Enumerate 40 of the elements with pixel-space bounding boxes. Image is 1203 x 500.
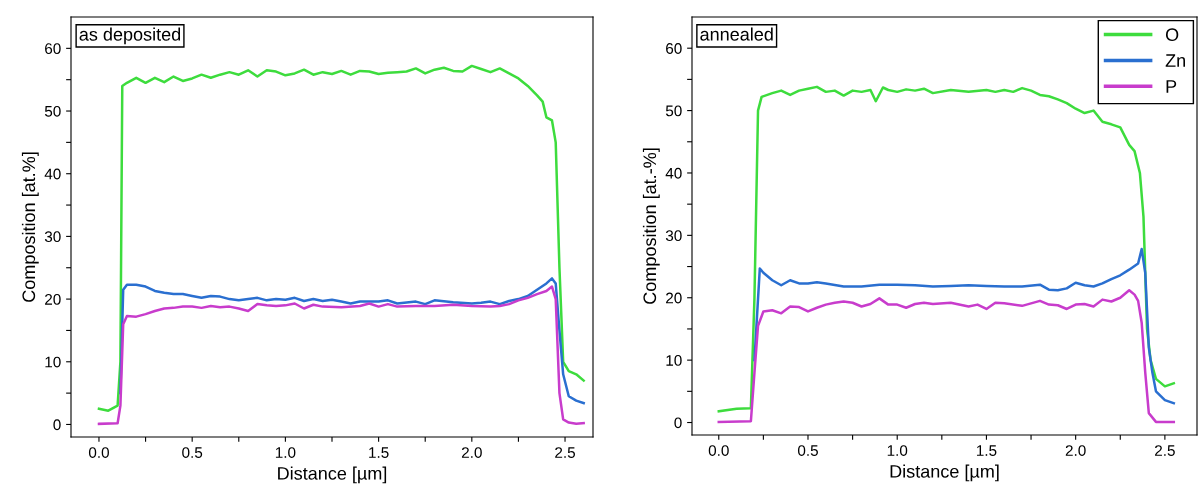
legend-label: P (1166, 80, 1177, 93)
y-tick-label: 0 (53, 419, 61, 431)
line-series (97, 64, 585, 412)
line-series (119, 277, 585, 405)
x-tick-label: 0.5 (797, 445, 818, 456)
x-tick-label: 2.0 (461, 447, 482, 458)
x-axis-title: Distance [µm] (890, 464, 999, 482)
y-tick-label: 30 (44, 231, 61, 243)
y-tick-label: 10 (666, 355, 682, 366)
annotation: annealed (700, 27, 773, 41)
x-tick-label: 1.5 (976, 445, 997, 456)
legend-label: O (1165, 28, 1179, 42)
x-tick-label: 0.5 (182, 447, 203, 458)
y-tick-label: 40 (665, 167, 682, 179)
x-tick-label: 2.5 (1155, 445, 1175, 456)
line-series (717, 289, 1176, 424)
y-tick-label: 30 (665, 230, 682, 242)
x-tick-label: 0.0 (88, 447, 109, 458)
y-tick-label: 40 (44, 168, 61, 180)
y-tick-label: 20 (666, 292, 682, 304)
x-tick-label: 2.0 (1065, 445, 1086, 456)
legend-label: Zn (1165, 54, 1185, 67)
y-tick-label: 0 (674, 417, 682, 429)
x-axis-title: Distance [µm] (278, 466, 387, 484)
x-tick-label: 1.5 (369, 447, 389, 458)
x-tick-label: 1.0 (887, 445, 908, 456)
y-tick-label: 10 (45, 356, 61, 368)
x-tick-label: 0.0 (708, 445, 729, 456)
y-tick-label: 50 (44, 105, 61, 117)
annotation: as deposited (79, 27, 181, 45)
y-axis-title: Composition [at.-%] (642, 148, 660, 304)
y-tick-label: 20 (45, 293, 61, 305)
line-series (753, 247, 1176, 405)
y-tick-label: 60 (45, 43, 61, 55)
x-tick-label: 2.5 (555, 447, 576, 458)
y-tick-label: 50 (665, 105, 682, 117)
line-series (97, 285, 585, 426)
x-tick-label: 1.0 (275, 447, 296, 458)
y-axis-title: Composition [at.%] (21, 152, 39, 302)
y-tick-label: 60 (666, 43, 682, 54)
